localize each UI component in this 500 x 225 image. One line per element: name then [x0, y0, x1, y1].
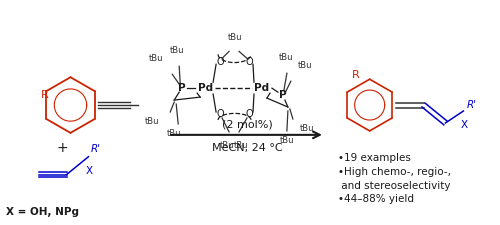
- Text: •44–88% yield: •44–88% yield: [338, 194, 414, 205]
- Text: R': R': [466, 100, 476, 110]
- Text: tBu: tBu: [167, 129, 182, 138]
- Text: •High chemo-, regio-,: •High chemo-, regio-,: [338, 167, 451, 177]
- Text: tBu: tBu: [170, 46, 184, 55]
- Text: R: R: [40, 90, 48, 100]
- Text: X: X: [461, 120, 468, 130]
- Text: and stereoselectivity: and stereoselectivity: [338, 180, 450, 191]
- Text: tBu: tBu: [280, 136, 294, 145]
- Text: tBu: tBu: [278, 53, 293, 62]
- Text: tBu: tBu: [234, 141, 248, 150]
- Text: +: +: [56, 141, 68, 155]
- Text: tBu: tBu: [228, 33, 242, 42]
- Text: MeCN, 24 °C: MeCN, 24 °C: [212, 143, 282, 153]
- Text: R': R': [90, 144, 101, 154]
- Text: tBu: tBu: [298, 61, 312, 70]
- Text: P: P: [279, 90, 286, 100]
- Text: R: R: [352, 70, 360, 80]
- Text: •19 examples: •19 examples: [338, 153, 410, 163]
- Text: O: O: [216, 57, 224, 67]
- Text: tBu: tBu: [149, 54, 164, 63]
- Text: Pd: Pd: [198, 83, 212, 93]
- Text: Pd: Pd: [254, 83, 270, 93]
- Text: tBu: tBu: [220, 141, 234, 150]
- Text: tBu: tBu: [145, 117, 160, 126]
- Text: X = OH, NPg: X = OH, NPg: [6, 207, 78, 217]
- Text: (2 mol%): (2 mol%): [222, 120, 272, 130]
- Text: O: O: [245, 109, 253, 119]
- Text: O: O: [245, 57, 253, 67]
- Text: O: O: [216, 109, 224, 119]
- Text: P: P: [178, 83, 186, 93]
- Text: tBu: tBu: [300, 124, 314, 133]
- Text: X: X: [86, 166, 93, 176]
